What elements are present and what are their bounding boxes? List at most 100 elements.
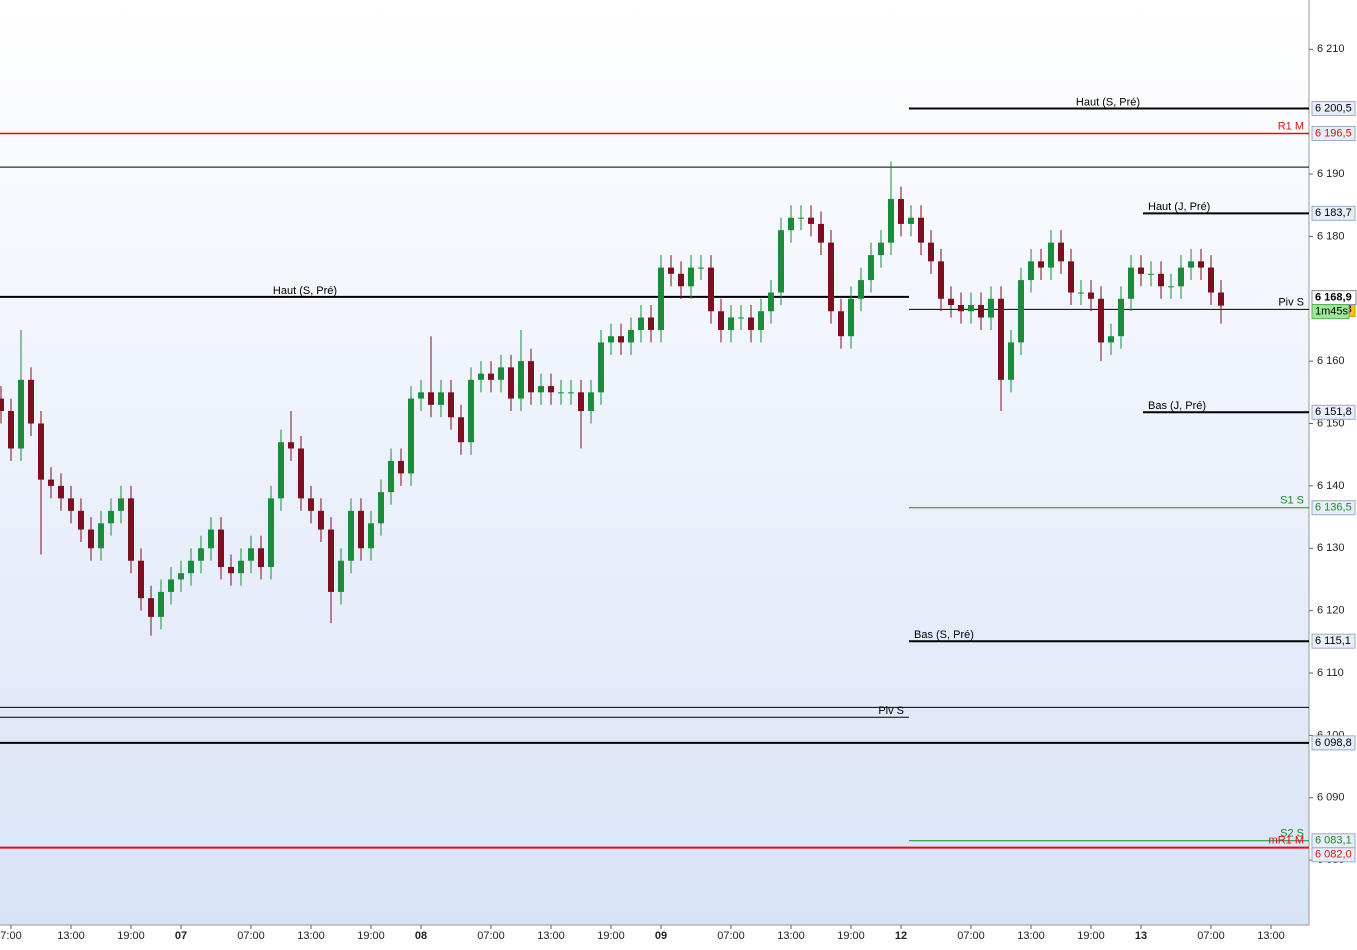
candle-body [58,485,64,499]
candle-body [128,498,134,561]
candle-body [248,548,254,561]
price-box [1311,735,1356,751]
level-label: Bas (S, Pré) [914,629,974,641]
candle-body [448,392,454,418]
x-tick-label: 07:00 [477,930,505,942]
level-label: mR1 M [1269,835,1304,847]
candle-body [488,373,494,380]
candle-body [1128,267,1134,299]
candle-body [438,392,444,405]
candle-body [718,311,724,330]
candle-body [78,510,84,530]
y-tick-label: 6 110 [1317,667,1344,679]
y-tick-label: 6 140 [1317,480,1345,492]
price-box [1311,847,1356,863]
candle-body [898,198,904,224]
candle-body [298,448,304,499]
x-tick-label: 08 [415,930,427,942]
candle-body [1098,298,1104,343]
x-tick-label: 13:00 [297,930,325,942]
x-tick-label: 13:00 [1017,930,1045,942]
candle-body [1108,336,1114,343]
candle-body [648,317,654,330]
candle-body [378,492,384,524]
candle-body [878,242,884,256]
candle-body [168,579,174,592]
candle-body [918,217,924,243]
candle-body [568,392,574,394]
candle-body [288,442,294,449]
candle-body [1058,242,1064,262]
x-tick-label: 13:00 [537,930,565,942]
candle-body [1218,292,1224,306]
candle-body [798,217,804,219]
x-axis-panel [0,925,1309,945]
candle-body [1168,286,1174,288]
candle-body [28,379,34,424]
price-box-label: 6 098,8 [1315,737,1352,749]
candle-body [428,392,434,405]
plot-area [0,0,1309,925]
x-tick-label: 19:00 [597,930,625,942]
candle-body [1038,261,1044,268]
candle-body [848,298,854,337]
y-tick-label: 6 150 [1317,417,1345,429]
candle-body [1118,298,1124,337]
price-box [1311,404,1356,420]
candle-body [698,267,704,269]
price-box-label: 6 183,7 [1315,207,1352,219]
x-tick-label: 19:00 [1077,930,1105,942]
level-label: Haut (S, Pré) [1076,96,1140,108]
candle-body [578,392,584,412]
candle-body [758,311,764,330]
price-box [1311,633,1356,649]
candle-body [8,411,14,449]
price-box-label: 6 136,5 [1315,502,1352,514]
price-box-label: 6 151,8 [1315,406,1352,418]
candle-body [1078,292,1084,294]
price-box [1311,205,1356,221]
candle-body [818,223,824,243]
candle-body [38,423,44,480]
candle-body [908,217,914,224]
candle-body [948,298,954,306]
candle-body [368,523,374,549]
candle-body [1008,342,1014,380]
candle-body [68,498,74,511]
candle-body [888,198,894,243]
level-label: S1 S [1280,495,1304,507]
candle-body [828,242,834,312]
candle-body [728,317,734,330]
level-label: Haut (S, Pré) [273,285,337,297]
y-tick-label: 6 120 [1317,605,1345,617]
candle-body [458,417,464,443]
level-label: Bas (J, Pré) [1148,400,1206,412]
price-box-label: 6 196,5 [1315,127,1352,139]
candle-body [538,386,544,393]
candle-body [318,510,324,530]
price-box-label: 6 115,1 [1315,635,1351,647]
candle-body [858,280,864,299]
y-tick-label: 6 180 [1317,230,1345,242]
x-tick-label: 12 [895,930,907,942]
candle-body [118,498,124,511]
candle-body [658,267,664,330]
candle-body [1028,261,1034,281]
x-tick-label: 13:00 [57,930,85,942]
price-box [1311,125,1356,141]
candle-body [408,398,414,474]
candle-body [768,292,774,312]
last-price-label: 6 168,9 [1315,292,1352,304]
x-tick-label: 13:00 [1257,930,1285,942]
level-label: R1 M [1278,120,1304,132]
candle-body [748,317,754,330]
candle-body [1048,242,1054,268]
price-box-label: 6 200,5 [1315,102,1352,114]
level-label: Haut (J, Pré) [1148,201,1210,213]
price-box [1311,101,1356,117]
y-tick-label: 6 090 [1317,792,1345,804]
candle-body [138,560,144,599]
candle-body [708,267,714,312]
candle-body [808,217,814,224]
